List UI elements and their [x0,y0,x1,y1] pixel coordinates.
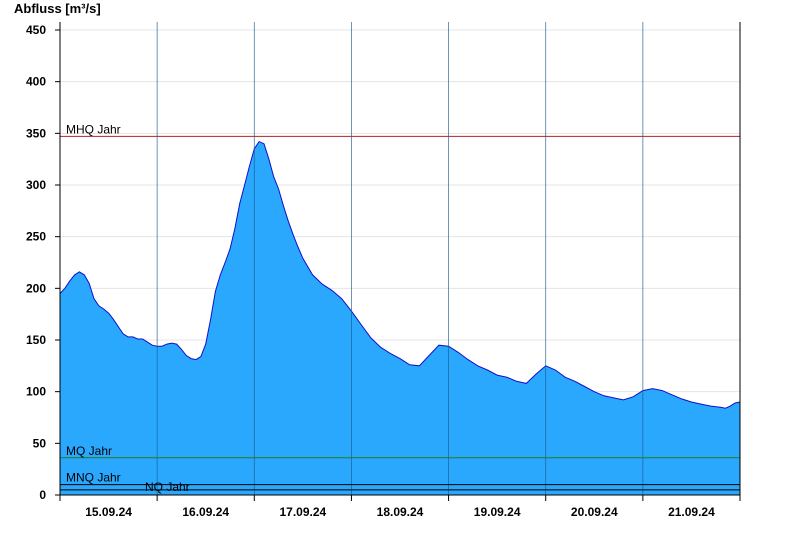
ref-line-label: MQ Jahr [66,444,112,458]
x-tick-label: 15.09.24 [85,505,132,519]
x-ticks: 15.09.24 16.09.24 17.09.24 18.09.24 19.09.24… [59,495,741,519]
x-tick-label: 18.09.24 [377,505,424,519]
ref-line-label: MHQ Jahr [66,122,121,136]
y-tick-label: 450 [26,23,46,37]
y-tick-label: 0 [39,488,46,502]
y-tick-label: 50 [33,436,47,450]
x-tick-label: 19.09.24 [474,505,521,519]
ref-line-label: MNQ Jahr [66,471,121,485]
x-tick-label: 16.09.24 [182,505,229,519]
y-tick-label: 250 [26,230,46,244]
x-tick-label: 17.09.24 [279,505,326,519]
y-tick-label: 300 [26,178,46,192]
y-tick-label: 100 [26,385,46,399]
y-axis-title: Abfluss [m³/s] [14,1,101,16]
discharge-area [60,141,740,495]
y-tick-label: 200 [26,281,46,295]
x-tick-label: 20.09.24 [571,505,618,519]
axes [59,22,741,496]
day-divider-lines [156,22,644,495]
y-tick-label: 150 [26,333,46,347]
y-ticks: 0 50 100 150 200 250 300 350 400 450 [26,23,60,502]
ref-line-label: NQ Jahr [145,480,190,494]
y-tick-label: 350 [26,126,46,140]
discharge-line [59,140,741,409]
reference-lines: MHQ Jahr MQ Jahr MNQ Jahr NQ Jahr [60,122,740,494]
series-layer [59,140,741,495]
y-tick-label: 400 [26,75,46,89]
x-tick-label: 21.09.24 [668,505,715,519]
